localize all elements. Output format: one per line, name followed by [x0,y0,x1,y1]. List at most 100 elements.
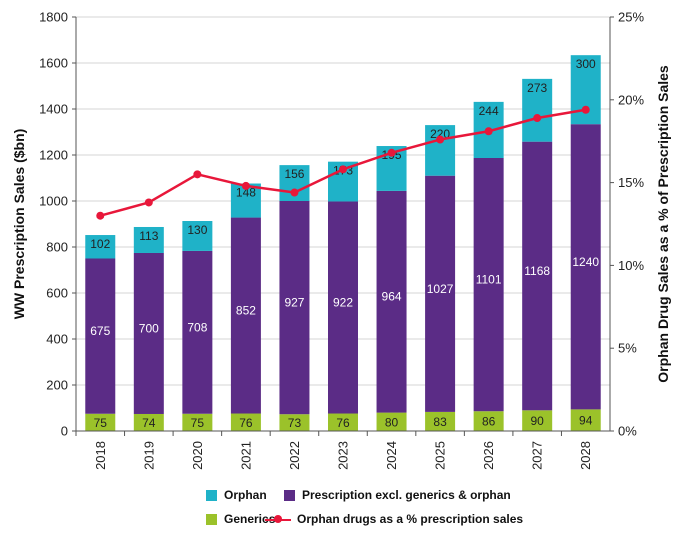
y-tick-label: 1000 [39,194,68,209]
bar-generics [85,413,116,431]
data-label: 927 [284,296,304,310]
y2-tick-label: 10% [618,258,644,273]
bar-prescription-excl-generics-orphan [230,217,261,414]
legend: Orphan Prescription excl. generics & orp… [0,478,700,533]
y-tick-label: 800 [46,240,68,255]
bar-prescription-excl-generics-orphan [473,157,504,412]
percent-point [193,170,202,179]
data-label: 964 [382,290,402,304]
data-label: 74 [142,416,156,430]
data-label: 675 [90,324,110,338]
bar-generics [279,414,310,431]
x-tick-label: 2022 [287,441,302,470]
percent-point [533,114,542,123]
y2-tick-label: 25% [618,10,644,25]
y-tick-label: 1400 [39,102,68,117]
prescription-swatch [284,489,295,501]
bar-orphan [182,221,213,251]
y-tick-label: 200 [46,378,68,393]
data-label: 300 [576,57,596,71]
y-tick-label: 1600 [39,56,68,71]
y2-tick-label: 0% [618,424,637,439]
percent-point [387,148,396,157]
legend-item-generics: Generics [206,512,275,526]
percent-point [241,181,250,190]
y2-axis-title: Orphan Drug Sales as a % of Prescription… [655,65,671,383]
bar-orphan [85,235,116,259]
data-label: 76 [239,416,253,430]
bar-generics [133,413,164,431]
percent-point [581,105,590,114]
legend-label: Generics [224,512,276,526]
data-label: 94 [579,414,593,428]
bar-generics [182,413,213,431]
percent-point [484,127,493,136]
percent-point [436,135,445,144]
bar-prescription-excl-generics-orphan [133,252,164,414]
x-tick-label: 2020 [190,441,205,470]
y-axis-title: WW Prescription Sales ($bn) [11,129,27,320]
bar-prescription-excl-generics-orphan [425,175,456,412]
x-tick-label: 2025 [433,441,448,470]
percent-point [339,165,347,174]
legend-label: Orphan [224,488,267,502]
x-tick-label: 2023 [336,441,351,470]
bar-prescription-excl-generics-orphan [279,201,310,415]
bar-generics [425,411,456,431]
y-tick-label: 400 [46,332,68,347]
bar-generics [570,409,601,431]
data-label: 76 [336,416,350,430]
percent-line-swatch [265,514,291,525]
data-label: 1240 [572,255,599,269]
legend-item-prescription: Prescription excl. generics & orphan [284,488,511,502]
data-label: 852 [236,304,256,318]
data-label: 148 [236,186,256,200]
bar-prescription-excl-generics-orphan [570,124,601,410]
x-tick-label: 2026 [481,441,496,470]
x-tick-label: 2024 [384,441,399,470]
data-label: 113 [139,229,158,243]
data-label: 83 [433,415,447,429]
data-label: 1027 [427,282,454,296]
data-label: 922 [333,295,353,309]
bars: 75 675 102 74 700 113 75 708 130 76 852 148 73 927 156… [85,55,601,431]
data-label: 130 [187,223,207,237]
bar-generics [473,411,504,431]
axes: 0 200 400 600 800 1000 1200 1400 1600 1800 0% 5% 10%… [39,10,644,470]
data-label: 1101 [476,273,502,287]
data-label: 75 [94,416,108,430]
bar-generics [230,413,261,431]
orphan-swatch [206,489,217,501]
y-tick-label: 600 [46,286,68,301]
data-label: 1168 [524,264,550,278]
x-tick-label: 2021 [238,441,253,470]
percent-point [290,188,299,197]
legend-label: Orphan drugs as a % prescription sales [297,512,524,526]
data-label: 80 [385,415,399,429]
legend-item-orphan: Orphan [206,488,267,502]
y-tick-label: 1800 [39,10,68,25]
y-tick-label: 1200 [39,148,68,163]
y2-tick-label: 15% [618,175,644,190]
bar-generics [522,410,553,431]
data-label: 700 [139,321,159,335]
data-label: 102 [90,237,110,251]
bar-generics [328,413,358,431]
bar-orphan [522,78,553,142]
bar-prescription-excl-generics-orphan [85,258,116,414]
bar-prescription-excl-generics-orphan [522,141,553,411]
bar-prescription-excl-generics-orphan [182,250,213,414]
data-label: 75 [191,416,205,430]
bar-orphan [133,226,164,253]
y2-tick-label: 5% [618,341,637,356]
percent-point [144,198,153,207]
percent-point [96,211,105,220]
percent-line [96,105,590,220]
bar-prescription-excl-generics-orphan [328,201,358,414]
legend-item-percent-line: Orphan drugs as a % prescription sales [265,512,523,526]
bar-orphan [425,125,456,176]
x-tick-label: 2018 [93,441,108,470]
generics-swatch [206,513,217,525]
x-tick-label: 2027 [530,441,545,470]
